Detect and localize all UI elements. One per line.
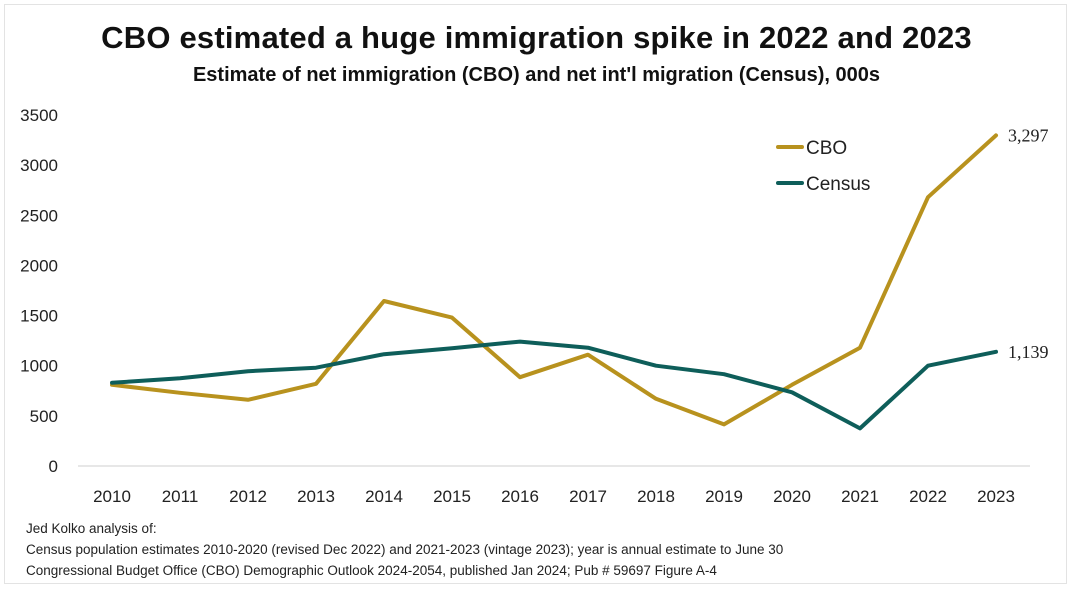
x-tick-label: 2010: [93, 487, 131, 506]
source-notes: Jed Kolko analysis of: Census population…: [26, 518, 783, 581]
y-tick-label: 3000: [20, 156, 58, 175]
x-tick-label: 2023: [977, 487, 1015, 506]
note-line: Jed Kolko analysis of:: [26, 521, 157, 536]
series-line-cbo: [110, 133, 998, 427]
y-tick-label: 1000: [20, 357, 58, 376]
end-labels: 3,297 1,139: [1008, 125, 1049, 361]
y-tick-label: 2500: [20, 206, 58, 225]
x-tick-label: 2016: [501, 487, 539, 506]
x-tick-label: 2012: [229, 487, 267, 506]
y-tick-label: 1500: [20, 307, 58, 326]
x-tick-label: 2013: [297, 487, 335, 506]
x-axis: 2010 2011 2012 2013 2014 2015 2016 2017 2018 2019…: [93, 487, 1015, 506]
x-tick-label: 2014: [365, 487, 403, 506]
x-tick-label: 2020: [773, 487, 811, 506]
y-tick-label: 3500: [20, 106, 58, 125]
series-line-census: [110, 339, 998, 431]
x-tick-label: 2018: [637, 487, 675, 506]
chart-title: CBO estimated a huge immigration spike i…: [101, 20, 972, 55]
legend-label-cbo: CBO: [806, 138, 847, 159]
note-line: Congressional Budget Office (CBO) Demogr…: [26, 563, 717, 578]
chart-subtitle: Estimate of net immigration (CBO) and ne…: [192, 64, 881, 86]
y-tick-label: 500: [30, 407, 58, 426]
y-axis: 0 500 1000 1500 2000 2500 3000 3500: [20, 106, 58, 476]
x-tick-label: 2011: [162, 487, 199, 506]
chart-frame: [4, 4, 1067, 584]
note-line: Census population estimates 2010-2020 (r…: [26, 542, 784, 557]
legend-label-census: Census: [806, 174, 870, 195]
end-label-census: 1,139: [1008, 342, 1049, 362]
x-tick-label: 2021: [841, 487, 879, 506]
y-tick-label: 0: [49, 457, 58, 476]
x-tick-label: 2017: [569, 487, 607, 506]
legend: CBO Census: [776, 138, 870, 195]
end-label-cbo: 3,297: [1008, 125, 1049, 145]
series-lines: [110, 133, 998, 431]
y-tick-label: 2000: [20, 256, 58, 275]
x-tick-label: 2015: [433, 487, 471, 506]
x-tick-label: 2019: [705, 487, 743, 506]
x-tick-label: 2022: [909, 487, 947, 506]
